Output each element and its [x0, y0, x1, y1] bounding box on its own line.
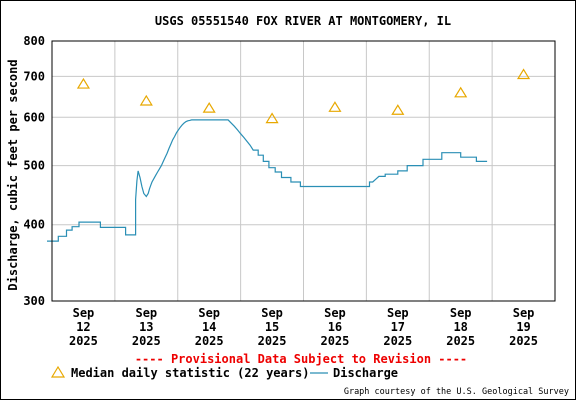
y-axis-label: Discharge, cubic feet per second: [6, 59, 20, 290]
x-tick-label: Sep: [261, 306, 283, 320]
median-marker: [265, 112, 279, 124]
grid-lines: [51, 40, 556, 302]
x-tick-label: 2025: [383, 334, 412, 348]
y-tick-label: 800: [23, 34, 45, 48]
x-tick-label: 14: [202, 320, 216, 334]
x-tick-label: 2025: [195, 334, 224, 348]
x-tick-label: 16: [328, 320, 342, 334]
y-tick-label: 700: [23, 69, 45, 83]
x-tick-label: 19: [516, 320, 530, 334]
x-tick-label: Sep: [450, 306, 472, 320]
median-marker: [391, 104, 405, 115]
median-marker: [516, 68, 531, 80]
y-tick-label: 400: [23, 218, 45, 232]
x-tick-label: 2025: [509, 334, 538, 348]
median-marker: [139, 94, 153, 106]
median-marker: [454, 86, 468, 98]
x-tick-label: 18: [453, 320, 467, 334]
x-tick-label: 2025: [258, 334, 287, 348]
x-tick-label: Sep: [73, 306, 95, 320]
x-tick-label: Sep: [198, 306, 220, 320]
x-tick-label: 13: [139, 320, 153, 334]
median-marker: [202, 101, 216, 113]
x-tick-label: Sep: [135, 306, 157, 320]
x-tick-label: 2025: [320, 334, 349, 348]
x-tick-label: 15: [265, 320, 279, 334]
legend-discharge-label: Discharge: [333, 366, 398, 380]
legend-median-label: Median daily statistic (22 years): [71, 366, 309, 380]
discharge-series: [47, 119, 488, 242]
x-tick-label: Sep: [387, 306, 409, 320]
median-marker: [328, 101, 342, 112]
median-marker: [76, 77, 91, 89]
provisional-note: ---- Provisional Data Subject to Revisio…: [135, 352, 467, 366]
x-tick-label: 2025: [132, 334, 161, 348]
y-tick-label: 500: [23, 159, 45, 173]
discharge-line: [47, 119, 488, 242]
credit-text: Graph courtesy of the U.S. Geological Su…: [344, 387, 569, 397]
legend: Median daily statistic (22 years) Discha…: [50, 365, 398, 380]
legend-triangle-marker: [50, 365, 66, 378]
x-tick-label: 2025: [446, 334, 475, 348]
median-series: [76, 68, 531, 124]
x-tick-label: Sep: [324, 306, 346, 320]
x-tick-labels: Sep122025Sep132025Sep142025Sep152025Sep1…: [69, 306, 538, 348]
x-tick-label: 2025: [69, 334, 98, 348]
x-tick-label: 17: [391, 320, 405, 334]
chart-title: USGS 05551540 FOX RIVER AT MONTGOMERY, I…: [155, 14, 451, 28]
plot-border: [51, 40, 556, 302]
y-tick-label: 600: [23, 110, 45, 124]
x-tick-label: Sep: [513, 306, 535, 320]
x-tick-label: 12: [76, 320, 90, 334]
y-tick-label: 300: [23, 294, 45, 308]
y-tick-labels: 300 400 500 600 700 800: [23, 34, 45, 308]
